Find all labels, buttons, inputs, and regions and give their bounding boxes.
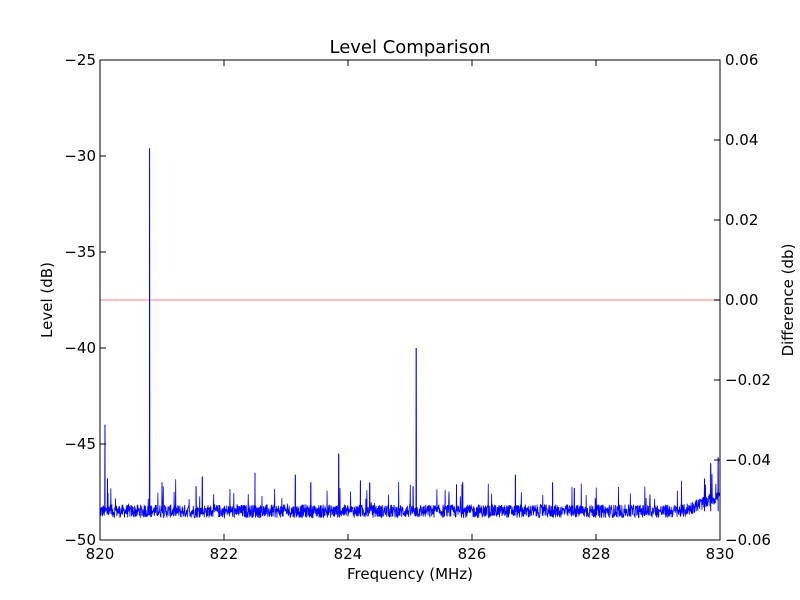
y-axis-label: Level (dB) [38,262,56,338]
y2-tick-label: 0.02 [725,211,758,229]
x-tick-label: 826 [458,545,487,563]
y-tick-label: −30 [64,147,96,165]
x-tick-label: 822 [210,545,239,563]
y2-tick-label: −0.02 [725,371,771,389]
y-tick-label: −50 [64,531,96,549]
series-layer [99,148,721,519]
x-tick-label: 820 [86,545,115,563]
y-tick-label: −25 [64,51,96,69]
y2-axis-label: Difference (db) [779,244,797,357]
y2-tick-label: 0.00 [725,291,758,309]
plot-area [99,59,721,541]
y-axis-ticks: −25 −30 −35 −40 −45 −50 [64,51,106,549]
chart-title: Level Comparison [329,37,490,58]
y2-axis-ticks: 0.06 0.04 0.02 0.00 −0.02 −0.04 −0.06 [714,51,771,549]
y2-tick-label: −0.06 [725,531,771,549]
x-tick-label: 824 [334,545,363,563]
y2-tick-label: −0.04 [725,451,771,469]
y-tick-label: −45 [64,435,96,453]
y2-tick-label: 0.06 [725,51,758,69]
x-tick-label: 828 [582,545,611,563]
y2-tick-label: 0.04 [725,131,758,149]
x-axis-ticks: 820 822 824 826 828 830 [86,60,735,563]
y-tick-label: −35 [64,243,96,261]
x-tick-label: 830 [706,545,735,563]
level-trace [99,148,721,519]
y-tick-label: −40 [64,339,96,357]
x-axis-label: Frequency (MHz) [347,565,473,583]
